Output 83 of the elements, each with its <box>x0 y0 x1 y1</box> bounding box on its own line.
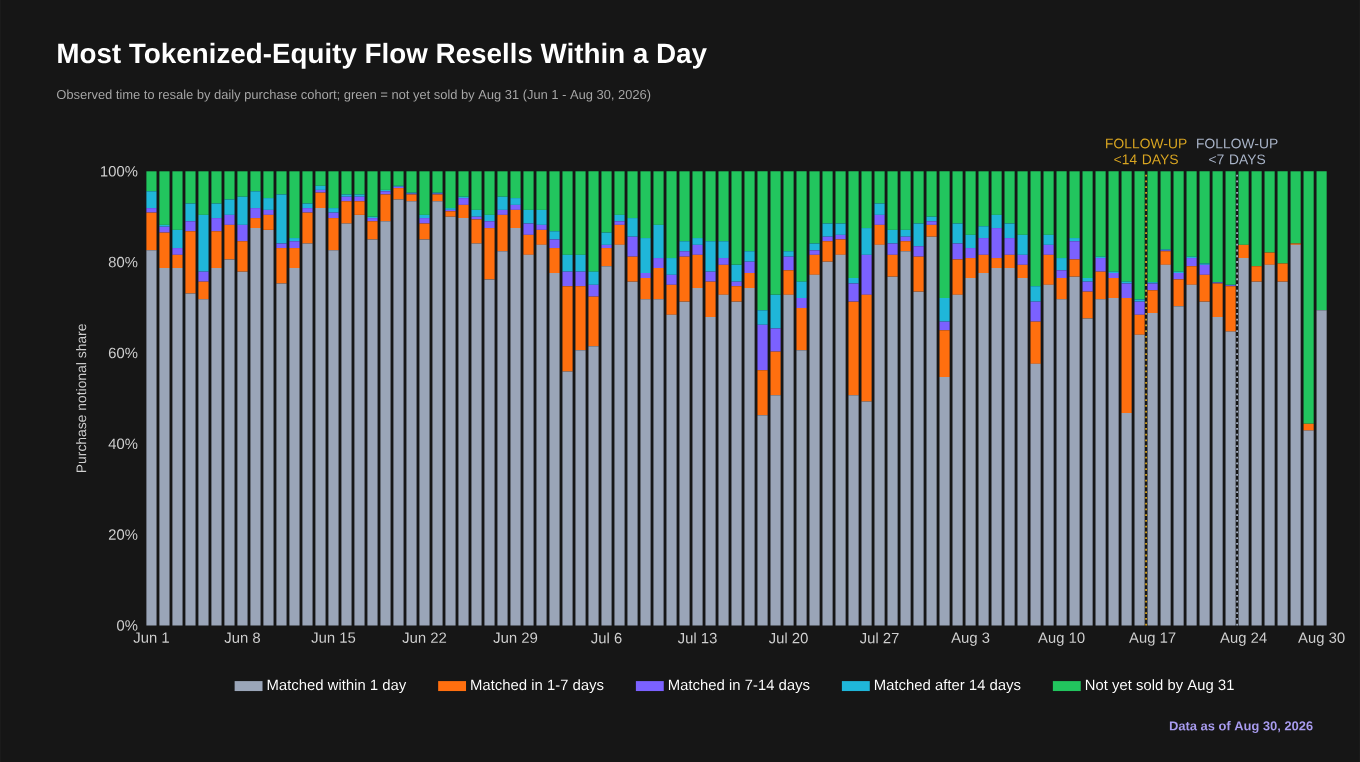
bar <box>1069 258 1080 277</box>
bar <box>1069 240 1080 259</box>
bar <box>705 271 716 282</box>
bar <box>1134 301 1145 315</box>
bar <box>1108 272 1119 278</box>
bar <box>172 247 183 255</box>
bar <box>328 207 339 213</box>
bar <box>510 204 521 210</box>
bar <box>172 229 183 248</box>
bar <box>328 212 339 218</box>
bar <box>1147 283 1158 290</box>
bar <box>367 220 378 239</box>
bar <box>731 264 742 282</box>
bar <box>484 220 495 228</box>
bar <box>1303 423 1314 431</box>
bar <box>900 240 911 251</box>
bar <box>588 271 599 285</box>
bar <box>549 247 560 273</box>
bar <box>887 243 898 255</box>
bar <box>744 250 755 262</box>
bar <box>939 329 950 377</box>
bar <box>302 212 313 244</box>
bar <box>1095 257 1106 272</box>
bar <box>1030 285 1041 302</box>
bar <box>146 190 157 208</box>
bar <box>1147 289 1158 313</box>
bar <box>939 321 950 330</box>
bar <box>653 257 664 268</box>
bar <box>1121 283 1132 298</box>
bar <box>549 238 560 248</box>
bar <box>666 257 677 275</box>
bar <box>809 243 820 250</box>
bar <box>796 307 807 350</box>
bar <box>1043 244 1054 255</box>
bar <box>783 250 794 257</box>
bar <box>718 257 729 265</box>
bar <box>601 247 612 266</box>
bar <box>939 297 950 322</box>
bar <box>1160 250 1171 265</box>
bar <box>796 281 807 298</box>
bar <box>432 194 443 201</box>
bar <box>1238 244 1249 258</box>
bar <box>887 254 898 277</box>
bar <box>744 261 755 273</box>
bar <box>458 197 469 205</box>
bar <box>1173 272 1184 279</box>
bar <box>666 274 677 285</box>
chart-title: Most Tokenized-Equity Flow Resells Within a Day <box>58 42 707 69</box>
bar <box>874 203 885 215</box>
bar <box>601 232 612 245</box>
bar <box>640 272 651 278</box>
bar <box>1251 265 1262 282</box>
bar <box>1030 301 1041 322</box>
bar <box>627 236 638 257</box>
bar <box>874 224 885 245</box>
bar <box>146 207 157 213</box>
bar <box>796 297 807 308</box>
bar <box>419 217 430 224</box>
bar <box>783 269 794 295</box>
bar <box>861 227 872 255</box>
bar <box>913 256 924 292</box>
bar <box>159 226 170 233</box>
bar <box>874 214 885 225</box>
bar <box>1043 234 1054 245</box>
bar <box>848 277 859 284</box>
bar <box>315 192 326 208</box>
bar <box>237 224 248 241</box>
bar <box>913 245 924 257</box>
bar <box>1056 257 1067 270</box>
bar <box>809 249 820 255</box>
bar <box>926 224 937 237</box>
bar <box>419 223 430 239</box>
bar <box>1017 254 1028 265</box>
bar <box>1030 321 1041 364</box>
bar <box>198 271 209 282</box>
bar <box>185 220 196 231</box>
bar <box>302 207 313 213</box>
bar <box>497 209 508 215</box>
bar <box>614 224 625 245</box>
bar <box>1056 269 1067 278</box>
bar <box>1082 281 1093 292</box>
bar <box>549 230 560 239</box>
bar <box>783 256 794 270</box>
